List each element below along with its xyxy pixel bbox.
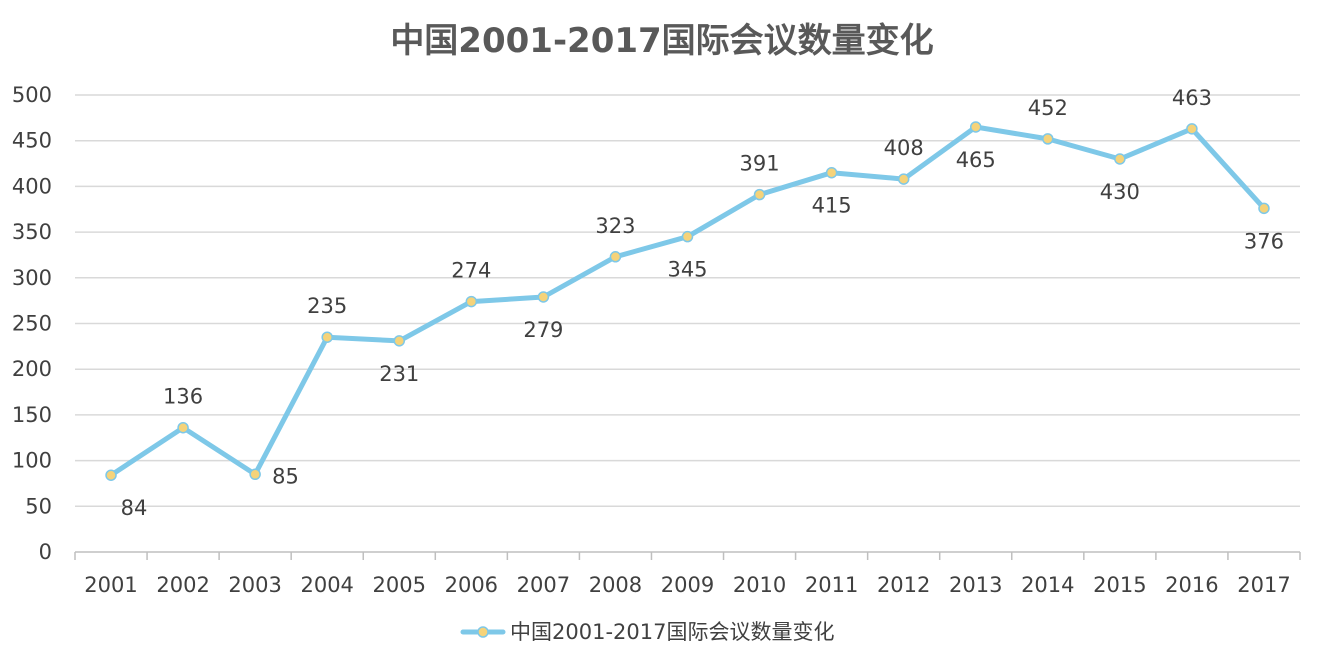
legend-marker-swatch [477,626,489,638]
data-point-2003 [249,468,261,481]
data-point-2011 [825,166,838,179]
y-tick-label-400: 400 [12,174,52,198]
data-label-2016: 463 [1172,86,1212,110]
data-point-2017 [1258,202,1270,215]
x-tick-label-2010: 2010 [733,573,786,597]
x-tick-label-2015: 2015 [1093,573,1146,597]
y-tick-label-100: 100 [12,449,52,473]
x-tick-label-2007: 2007 [517,573,570,597]
data-point-2014 [1042,133,1054,145]
y-tick-label-350: 350 [12,220,52,244]
axes: 0 50 100 150 200 250 300 350 400 450 500 2001 2002 20… [12,83,1301,597]
y-tick-label-450: 450 [12,129,52,153]
data-label-2004: 235 [307,294,347,318]
series-line-0 [108,124,1267,478]
data-label-2006: 274 [451,259,491,283]
data-label-2005: 231 [379,362,419,386]
x-tick-label-2006: 2006 [445,573,498,597]
x-tick-label-2016: 2016 [1165,573,1218,597]
data-point-2005 [393,335,406,347]
series [105,121,1270,481]
data-point-2012 [897,173,910,185]
data-label-2017: 376 [1244,229,1284,253]
data-label-2013: 465 [956,148,996,172]
y-tick-label-50: 50 [25,494,52,518]
y-tick-label-200: 200 [12,357,52,381]
chart-title: 中国2001-2017国际会议数量变化 [390,21,933,61]
data-label-2007: 279 [523,318,563,342]
data-label-2002: 136 [163,385,203,409]
data-label-2009: 345 [667,258,707,282]
data-label-2008: 323 [595,214,635,238]
y-tick-label-500: 500 [12,83,52,107]
x-tick-label-2003: 2003 [228,573,281,597]
data-point-2009 [681,230,694,243]
gridlines [75,94,1300,508]
data-label-2012: 408 [884,136,924,160]
x-tick-label-2005: 2005 [373,573,426,597]
data-point-2013 [969,121,982,133]
x-tick-label-2004: 2004 [300,573,353,597]
data-point-2006 [465,295,478,308]
legend-label: 中国2001-2017国际会议数量变化 [510,620,834,644]
data-label-2015: 430 [1100,180,1140,204]
x-tick-label-2009: 2009 [661,573,714,597]
data-label-2003: 85 [272,464,299,488]
x-tick-label-2001: 2001 [84,573,137,597]
data-label-2010: 391 [740,152,780,176]
data-point-2015 [1114,153,1126,165]
data-label-2001: 84 [121,496,148,520]
x-tick-label-2014: 2014 [1021,573,1074,597]
data-point-2001 [105,469,117,481]
y-tick-label-0: 0 [39,540,52,564]
x-tick-label-2008: 2008 [589,573,642,597]
data-point-2007 [537,291,550,303]
data-labels: 84 136 85 235 231 274 279 323 345 391 415 408 465 452… [121,86,1284,520]
x-tick-label-2002: 2002 [156,573,209,597]
x-tick-label-2012: 2012 [877,573,930,597]
y-tick-label-250: 250 [12,312,52,336]
data-point-2004 [321,331,333,343]
y-tick-label-300: 300 [12,266,52,290]
y-tick-label-150: 150 [12,403,52,427]
data-label-2011: 415 [812,194,852,218]
data-point-2016 [1186,123,1198,135]
data-label-2014: 452 [1028,96,1068,120]
data-point-2010 [753,188,766,201]
x-tick-label-2017: 2017 [1237,573,1290,597]
x-tick-label-2011: 2011 [805,573,858,597]
data-point-2002 [177,421,189,434]
data-point-2008 [609,251,622,263]
legend: 中国2001-2017国际会议数量变化 [460,620,834,644]
x-tick-label-2013: 2013 [949,573,1002,597]
